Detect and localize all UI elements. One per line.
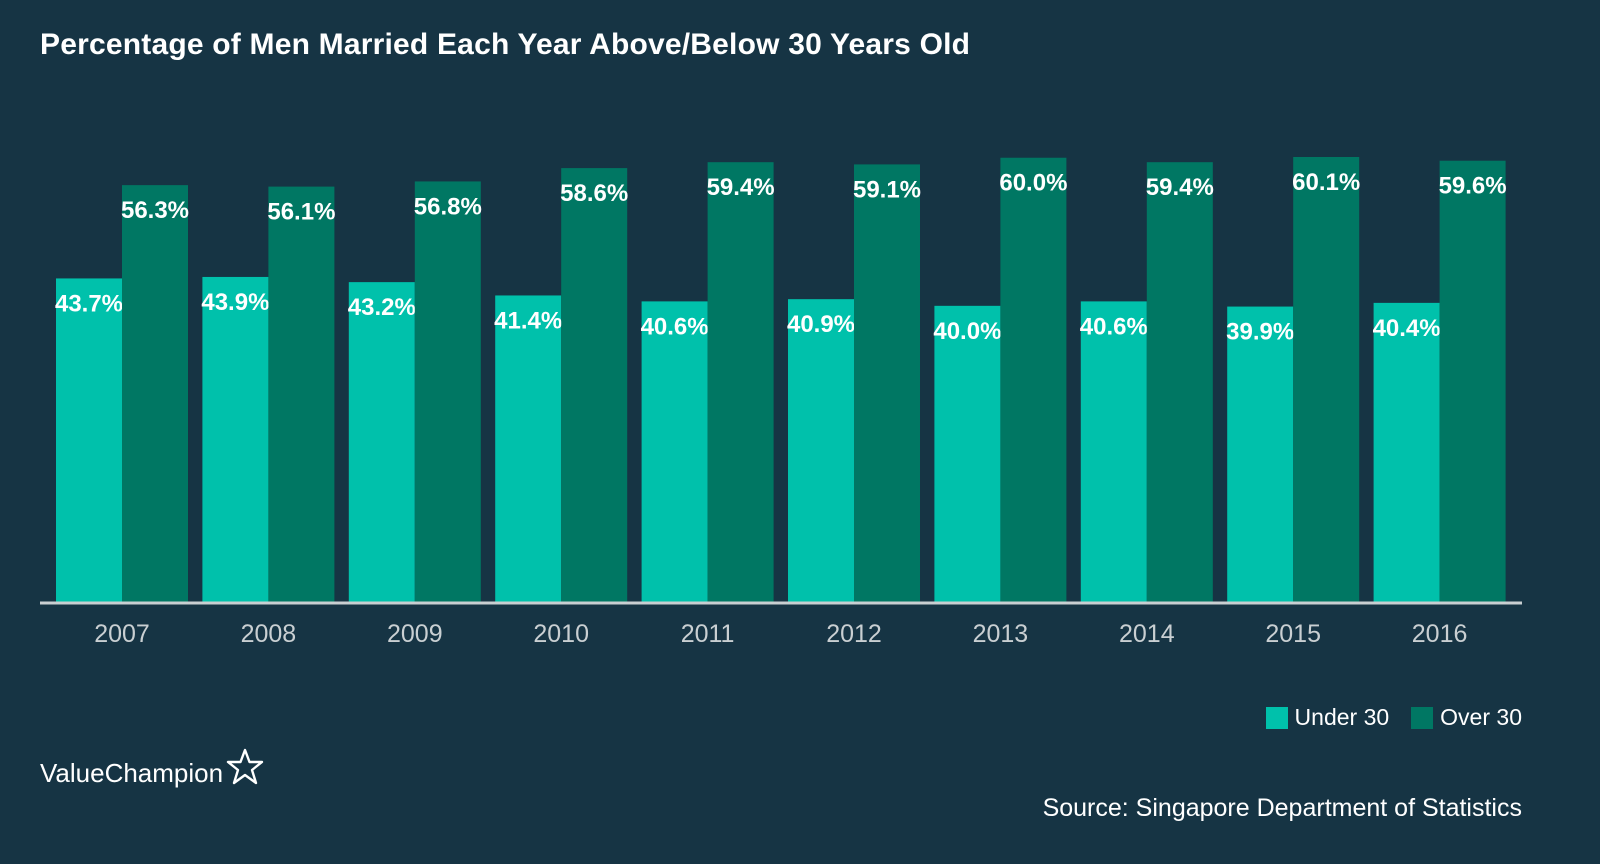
data-label-over-30-2013: 60.0% bbox=[999, 170, 1067, 197]
x-tick-label-2014: 2014 bbox=[1119, 620, 1175, 648]
bar-over-30-2010 bbox=[561, 168, 628, 602]
bar-over-30-2007 bbox=[122, 185, 188, 602]
bar-over-30-2015 bbox=[1293, 157, 1360, 602]
x-tick-label-2009: 2009 bbox=[387, 620, 443, 648]
bar-under-30-2008 bbox=[202, 276, 269, 602]
data-label-under-30-2014: 40.6% bbox=[1080, 313, 1148, 340]
data-label-over-30-2010: 58.6% bbox=[560, 180, 628, 207]
bar-under-30-2007 bbox=[56, 278, 122, 602]
x-tick-label-2011: 2011 bbox=[681, 620, 735, 648]
bar-over-30-2016 bbox=[1439, 160, 1506, 603]
data-label-under-30-2012: 40.9% bbox=[787, 311, 855, 338]
x-tick-label-2013: 2013 bbox=[973, 620, 1029, 648]
chart-title: Percentage of Men Married Each Year Abov… bbox=[40, 28, 971, 61]
x-tick-label-2007: 2007 bbox=[94, 620, 150, 648]
source-note: Source: Singapore Department of Statisti… bbox=[1042, 794, 1522, 822]
x-tick-label-2016: 2016 bbox=[1412, 620, 1468, 648]
bar-under-30-2010 bbox=[495, 295, 562, 602]
data-label-under-30-2007: 43.7% bbox=[55, 290, 123, 317]
star-outline-icon bbox=[226, 748, 264, 784]
bar-over-30-2012 bbox=[854, 164, 920, 602]
data-label-under-30-2015: 39.9% bbox=[1226, 319, 1294, 346]
brand-logo: ValueChampion bbox=[40, 748, 265, 789]
bar-under-30-2011 bbox=[641, 301, 708, 602]
data-label-over-30-2009: 56.8% bbox=[414, 193, 482, 220]
legend: Under 30 Over 30 bbox=[1265, 704, 1522, 731]
bar-over-30-2011 bbox=[707, 162, 774, 602]
legend-label-under-30: Under 30 bbox=[1294, 704, 1390, 730]
bar-under-30-2014 bbox=[1080, 301, 1147, 602]
data-label-under-30-2008: 43.9% bbox=[201, 289, 269, 316]
data-label-over-30-2008: 56.1% bbox=[267, 199, 335, 226]
data-label-under-30-2016: 40.4% bbox=[1373, 315, 1441, 342]
x-tick-label-2010: 2010 bbox=[533, 620, 589, 648]
data-label-under-30-2009: 43.2% bbox=[348, 294, 416, 321]
data-label-over-30-2007: 56.3% bbox=[121, 197, 189, 224]
x-tick-label-2012: 2012 bbox=[826, 620, 882, 648]
legend-label-over-30: Over 30 bbox=[1440, 704, 1522, 730]
x-tick-label-2015: 2015 bbox=[1265, 620, 1321, 648]
bar-over-30-2008 bbox=[268, 186, 335, 602]
legend-swatch-over-30 bbox=[1411, 706, 1434, 729]
legend-item-under-30: Under 30 bbox=[1265, 704, 1390, 731]
legend-swatch-under-30 bbox=[1265, 706, 1288, 729]
bar-under-30-2012 bbox=[788, 299, 854, 602]
x-tick-label-2008: 2008 bbox=[241, 620, 297, 648]
data-label-over-30-2012: 59.1% bbox=[853, 176, 921, 203]
bar-over-30-2013 bbox=[1000, 157, 1067, 603]
bar-over-30-2009 bbox=[414, 181, 481, 603]
data-label-under-30-2010: 41.4% bbox=[494, 307, 562, 334]
data-label-under-30-2011: 40.6% bbox=[641, 313, 709, 340]
bar-chart: 43.7% 56.3% 2007 43.9% 56.1% 2008 43.2% 56.8% 20… bbox=[40, 157, 1522, 648]
bar-under-30-2009 bbox=[348, 282, 415, 602]
data-label-under-30-2013: 40.0% bbox=[933, 318, 1001, 345]
legend-item-over-30: Over 30 bbox=[1411, 704, 1522, 731]
data-label-over-30-2011: 59.4% bbox=[707, 174, 775, 201]
brand-name: ValueChampion bbox=[40, 758, 224, 788]
bar-under-30-2013 bbox=[934, 305, 1001, 602]
data-label-over-30-2016: 59.6% bbox=[1439, 173, 1507, 200]
data-label-over-30-2015: 60.1% bbox=[1292, 169, 1360, 196]
bar-under-30-2015 bbox=[1227, 306, 1294, 602]
data-label-over-30-2014: 59.4% bbox=[1146, 174, 1214, 201]
bar-under-30-2016 bbox=[1373, 302, 1440, 602]
bar-over-30-2014 bbox=[1146, 162, 1213, 602]
